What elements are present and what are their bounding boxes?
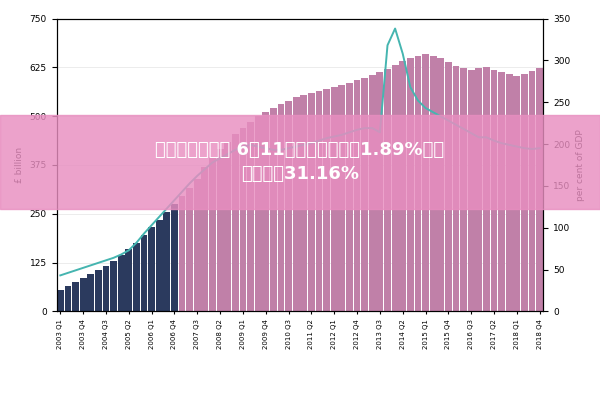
Bar (293, 97, 299, 311)
Bar (399, 62, 406, 311)
Bar (460, 68, 467, 311)
Bar (255, 116, 262, 311)
Bar (506, 74, 512, 311)
Bar (331, 87, 338, 311)
Bar (338, 85, 345, 311)
Bar (247, 122, 254, 311)
Bar (445, 62, 452, 311)
Bar (88, 274, 94, 311)
Bar (514, 76, 520, 311)
Bar (491, 70, 497, 311)
Text: 股票融资手续费 6月11日芯能转债上涨1.89%，转
股溢价率31.16%: 股票融资手续费 6月11日芯能转债上涨1.89%，转 股溢价率31.16% (155, 141, 445, 183)
Bar (209, 157, 216, 311)
Bar (278, 104, 284, 311)
Bar (301, 95, 307, 311)
Bar (521, 74, 528, 311)
Bar (179, 196, 185, 311)
Bar (452, 66, 460, 311)
Bar (316, 91, 322, 311)
Bar (536, 68, 543, 311)
Bar (140, 235, 148, 311)
Bar (57, 290, 64, 311)
Bar (239, 128, 247, 311)
Bar (468, 70, 475, 311)
Bar (498, 72, 505, 311)
Bar (323, 89, 330, 311)
Bar (415, 56, 421, 311)
Bar (392, 65, 398, 311)
Bar (125, 249, 132, 311)
Bar (65, 286, 71, 311)
Bar (422, 54, 429, 311)
Bar (437, 58, 444, 311)
Bar (103, 266, 109, 311)
Bar (376, 72, 383, 311)
Bar (232, 134, 239, 311)
Bar (202, 167, 208, 311)
Bar (353, 80, 361, 311)
Bar (483, 67, 490, 311)
Bar (475, 68, 482, 311)
Bar (194, 178, 201, 311)
Bar (110, 260, 117, 311)
Bar (163, 212, 170, 311)
Bar (308, 93, 315, 311)
Bar (369, 75, 376, 311)
Bar (361, 78, 368, 311)
Bar (529, 71, 535, 311)
Bar (186, 188, 193, 311)
Bar (217, 149, 224, 311)
Bar (72, 282, 79, 311)
Bar (156, 220, 163, 311)
Bar (285, 100, 292, 311)
Bar (171, 204, 178, 311)
Bar (118, 255, 125, 311)
Bar (384, 69, 391, 311)
Bar (407, 58, 414, 311)
Y-axis label: per cent of GDP: per cent of GDP (576, 129, 585, 201)
Y-axis label: £ billion: £ billion (15, 147, 24, 183)
Bar (95, 270, 102, 311)
Bar (80, 278, 86, 311)
Bar (430, 56, 437, 311)
Bar (270, 108, 277, 311)
Bar (133, 243, 140, 311)
Bar (148, 228, 155, 311)
Bar (346, 83, 353, 311)
Bar (224, 142, 231, 311)
Bar (262, 112, 269, 311)
